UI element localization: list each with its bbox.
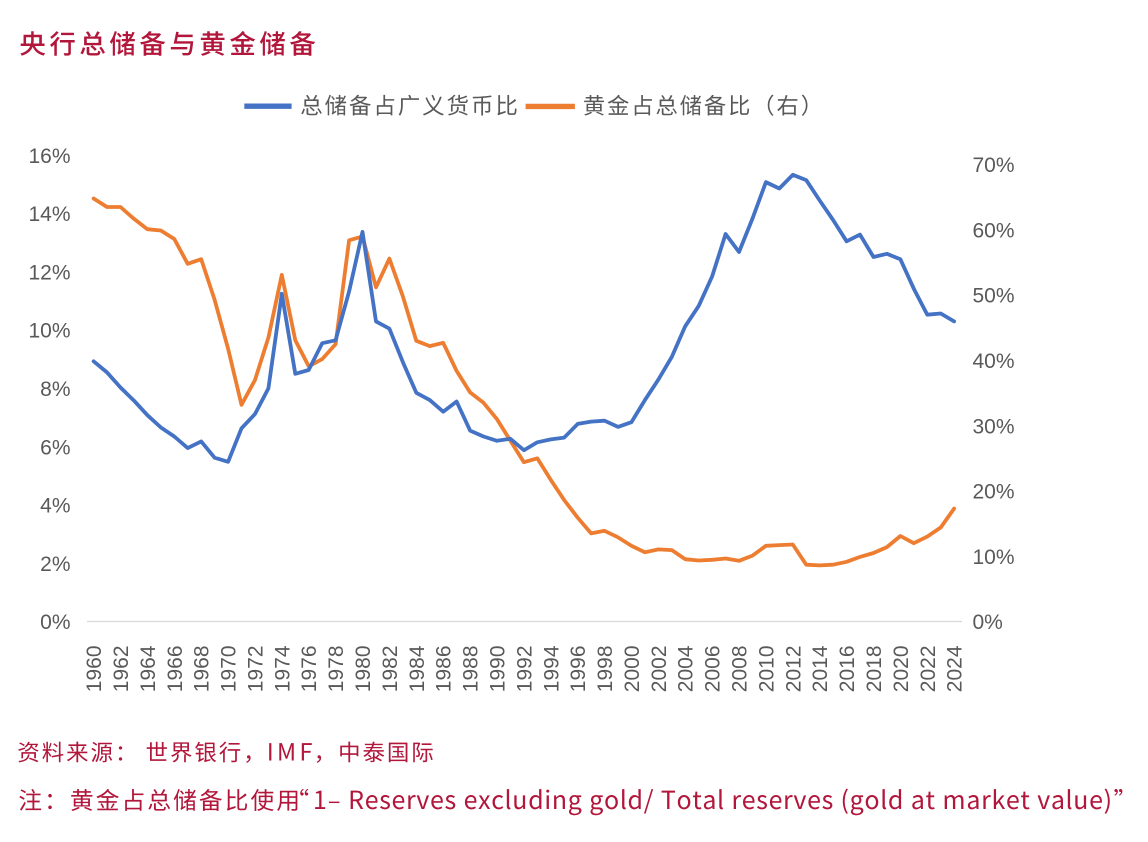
svg-text:2014: 2014	[809, 645, 832, 692]
svg-text:1980: 1980	[352, 646, 375, 693]
svg-text:4%: 4%	[40, 495, 70, 518]
svg-text:60%: 60%	[973, 220, 1015, 243]
svg-text:16%: 16%	[28, 145, 70, 168]
svg-text:1964: 1964	[137, 645, 160, 692]
svg-text:70%: 70%	[973, 154, 1015, 177]
svg-text:40%: 40%	[973, 350, 1015, 373]
svg-text:1970: 1970	[218, 646, 241, 693]
svg-text:30%: 30%	[973, 415, 1015, 438]
svg-text:2024: 2024	[944, 645, 967, 692]
svg-text:1966: 1966	[164, 646, 187, 693]
svg-text:1984: 1984	[406, 645, 429, 692]
svg-text:1990: 1990	[487, 646, 510, 693]
svg-text:1996: 1996	[567, 646, 590, 693]
svg-text:8%: 8%	[40, 378, 70, 401]
svg-text:1998: 1998	[594, 646, 617, 693]
svg-text:10%: 10%	[973, 546, 1015, 569]
svg-text:10%: 10%	[28, 320, 70, 343]
svg-text:2%: 2%	[40, 553, 70, 576]
svg-text:0%: 0%	[40, 611, 70, 634]
svg-text:1972: 1972	[245, 646, 268, 693]
svg-text:2008: 2008	[729, 646, 752, 693]
svg-text:2022: 2022	[917, 646, 940, 693]
svg-text:6%: 6%	[40, 436, 70, 459]
svg-text:0%: 0%	[973, 611, 1003, 634]
svg-text:2012: 2012	[782, 646, 805, 693]
svg-text:2018: 2018	[863, 646, 886, 693]
svg-text:12%: 12%	[28, 262, 70, 285]
svg-text:1982: 1982	[379, 646, 402, 693]
svg-text:1976: 1976	[298, 646, 321, 693]
svg-text:1992: 1992	[513, 646, 536, 693]
svg-text:1962: 1962	[110, 646, 133, 693]
svg-text:2010: 2010	[755, 646, 778, 693]
svg-text:1968: 1968	[191, 646, 214, 693]
svg-text:50%: 50%	[973, 285, 1015, 308]
svg-text:1986: 1986	[433, 646, 456, 693]
svg-text:1978: 1978	[325, 646, 348, 693]
svg-text:1994: 1994	[540, 645, 563, 692]
svg-text:1960: 1960	[83, 646, 106, 693]
svg-text:2000: 2000	[621, 646, 644, 693]
svg-text:2016: 2016	[836, 646, 859, 693]
svg-text:2006: 2006	[702, 646, 725, 693]
svg-text:2020: 2020	[890, 646, 913, 693]
svg-text:1988: 1988	[460, 646, 483, 693]
svg-text:1974: 1974	[271, 645, 294, 692]
svg-text:2004: 2004	[675, 645, 698, 692]
svg-text:14%: 14%	[28, 203, 70, 226]
svg-text:20%: 20%	[973, 481, 1015, 504]
svg-text:2002: 2002	[648, 646, 671, 693]
